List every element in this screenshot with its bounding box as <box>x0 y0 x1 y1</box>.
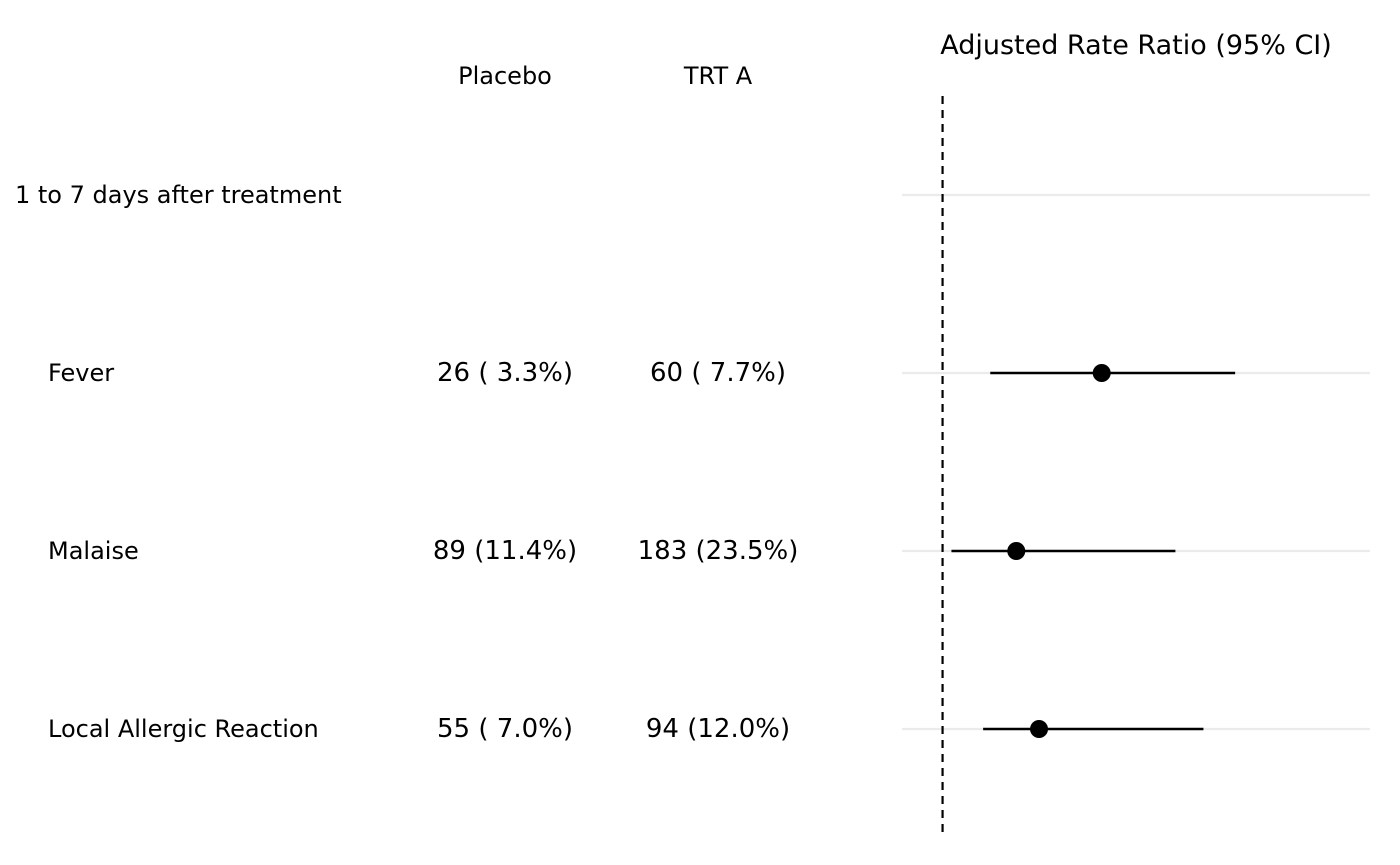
row-label-fever: Fever <box>48 359 115 387</box>
cell-malaise-trt-a: 183 (23.5%) <box>637 536 799 566</box>
cell-fever-placebo: 26 ( 3.3%) <box>437 358 573 388</box>
cell-local-allergic-reaction-trt-a: 94 (12.0%) <box>645 714 791 744</box>
column-header-placebo: Placebo <box>458 62 552 90</box>
group-label: 1 to 7 days after treatment <box>15 181 342 209</box>
cell-malaise-placebo: 89 (11.4%) <box>432 536 578 566</box>
row-label-malaise: Malaise <box>48 537 139 565</box>
cell-local-allergic-reaction-placebo: 55 ( 7.0%) <box>437 714 573 744</box>
estimate-point <box>1030 720 1049 738</box>
estimate-point <box>1007 542 1026 560</box>
cell-fever-trt-a: 60 ( 7.7%) <box>650 358 786 388</box>
row-label-local-allergic-reaction: Local Allergic Reaction <box>48 715 319 743</box>
column-header-trt-a: TRT A <box>683 62 753 90</box>
estimate-point <box>1092 364 1111 382</box>
forest-plot-title: Adjusted Rate Ratio (95% CI) <box>940 30 1332 61</box>
